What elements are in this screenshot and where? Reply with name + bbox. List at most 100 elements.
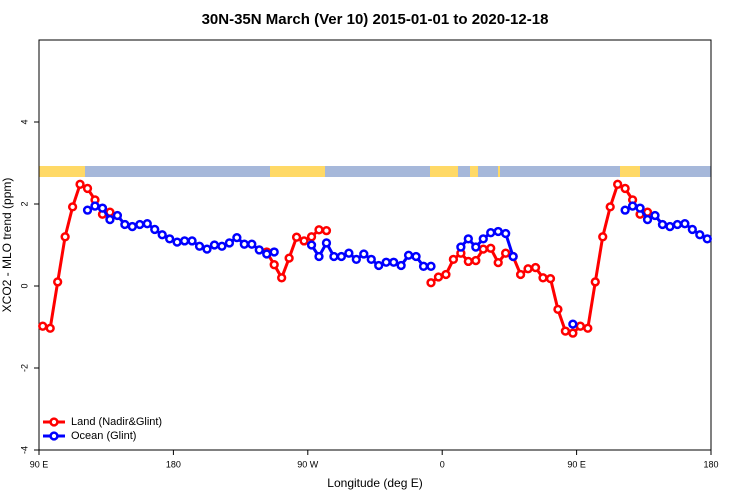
data-point xyxy=(620,183,630,194)
data-point xyxy=(501,248,511,258)
data-point xyxy=(179,236,190,246)
data-point xyxy=(232,232,242,243)
legend-marker xyxy=(49,417,59,427)
data-point xyxy=(695,230,705,240)
data-point xyxy=(291,232,302,242)
data-point xyxy=(627,201,638,211)
data-point xyxy=(493,226,503,237)
data-point xyxy=(426,278,436,288)
chart-title: 30N-35N March (Ver 10) 2015-01-01 to 202… xyxy=(202,11,549,28)
data-point xyxy=(165,234,175,244)
ocean-strip xyxy=(478,166,498,177)
data-point xyxy=(598,232,608,242)
data-point xyxy=(583,323,593,333)
data-point xyxy=(321,238,332,248)
data-point xyxy=(650,210,660,221)
plot-frame xyxy=(38,39,712,451)
data-point xyxy=(471,242,481,252)
data-point xyxy=(568,319,578,329)
legend-label: Land (Nadir&Glint) xyxy=(71,416,162,428)
data-point xyxy=(366,254,376,265)
data-point xyxy=(418,261,429,271)
data-point xyxy=(299,236,309,246)
x-tick-label: 180 xyxy=(703,459,718,469)
data-point xyxy=(306,232,317,242)
series-line xyxy=(86,204,709,268)
data-point xyxy=(90,201,100,211)
data-point xyxy=(620,205,630,215)
data-point xyxy=(448,254,459,265)
data-point xyxy=(172,237,182,247)
data-point xyxy=(336,251,347,262)
x-tick-label: 90 E xyxy=(567,459,586,469)
data-point xyxy=(209,240,220,250)
land-mask-strip xyxy=(39,166,711,177)
y-tick-label: -4 xyxy=(19,446,29,454)
data-point xyxy=(665,221,675,232)
data-point xyxy=(545,273,556,284)
y-tick-label: 0 xyxy=(19,283,29,288)
data-point xyxy=(433,272,444,282)
legend-marker xyxy=(49,431,59,441)
data-point xyxy=(374,260,384,271)
data-point xyxy=(396,260,406,271)
data-point xyxy=(53,277,63,287)
data-point xyxy=(553,304,563,315)
data-point xyxy=(687,224,697,235)
legend-label: Ocean (Glint) xyxy=(71,430,136,442)
data-point xyxy=(314,251,324,262)
data-point xyxy=(463,256,473,267)
data-point xyxy=(575,321,585,331)
data-point xyxy=(635,203,645,213)
x-tick-label: 90 W xyxy=(297,459,319,469)
data-point xyxy=(560,326,571,336)
data-point xyxy=(381,257,391,267)
data-point xyxy=(613,179,623,189)
ocean-strip xyxy=(640,166,711,177)
data-point xyxy=(389,257,399,267)
data-point xyxy=(538,273,548,283)
data-point xyxy=(590,277,600,287)
data-point xyxy=(321,226,332,236)
data-point xyxy=(60,232,70,242)
data-point xyxy=(120,219,130,230)
data-point xyxy=(344,248,354,258)
x-tick-label: 0 xyxy=(440,459,445,469)
data-point xyxy=(530,262,541,273)
data-point xyxy=(38,321,48,331)
data-point xyxy=(239,239,249,249)
data-point xyxy=(105,214,115,225)
data-point xyxy=(187,236,197,246)
data-point xyxy=(463,234,473,244)
y-tick-label: 4 xyxy=(19,119,29,124)
data-point xyxy=(523,264,533,274)
data-point xyxy=(142,219,152,229)
data-point xyxy=(471,255,481,266)
data-point xyxy=(351,254,361,265)
data-point xyxy=(157,230,167,240)
y-tick-label: 2 xyxy=(19,201,29,206)
data-point xyxy=(247,239,257,249)
data-point xyxy=(82,183,93,194)
y-axis-label: XCO2 - MLO trend (ppm) xyxy=(0,178,14,313)
data-point xyxy=(67,202,78,212)
data-point xyxy=(217,241,227,251)
data-point xyxy=(426,261,436,271)
y-tick-label: -2 xyxy=(19,364,29,372)
data-point xyxy=(403,250,414,260)
data-point xyxy=(329,251,339,262)
data-point xyxy=(269,247,279,257)
data-point xyxy=(672,219,683,230)
data-point xyxy=(135,219,145,230)
data-point xyxy=(411,251,421,262)
data-point xyxy=(202,244,212,254)
data-point xyxy=(657,219,668,230)
data-point xyxy=(642,214,653,225)
data-point xyxy=(515,269,526,280)
data-point xyxy=(112,210,123,221)
data-point xyxy=(493,257,503,268)
data-point xyxy=(97,203,108,213)
x-axis-label: Longitude (deg E) xyxy=(327,476,422,490)
data-point xyxy=(501,228,511,239)
